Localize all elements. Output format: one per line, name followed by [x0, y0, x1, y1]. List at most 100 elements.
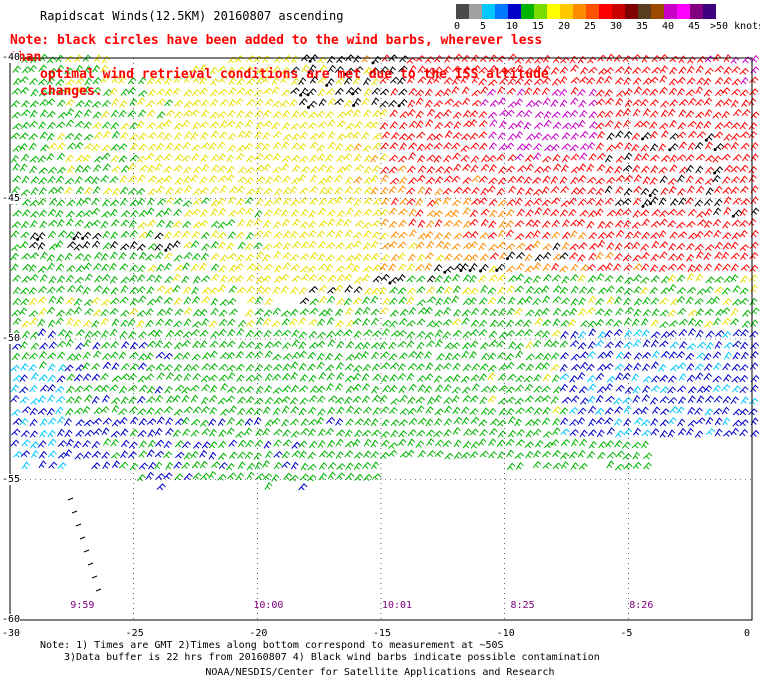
wind-barb	[372, 55, 382, 64]
wind-barb	[525, 219, 535, 227]
wind-barb	[344, 99, 353, 108]
wind-barb	[20, 429, 30, 438]
wind-barb	[317, 76, 327, 84]
wind-barb	[415, 241, 425, 249]
wind-barb	[291, 133, 301, 141]
wind-barb	[561, 275, 570, 284]
wind-barb	[217, 241, 226, 250]
wind-barb	[397, 330, 407, 337]
wind-barb	[397, 363, 406, 371]
wind-barb	[345, 340, 355, 349]
wind-barb	[542, 175, 551, 183]
wind-barb	[290, 66, 300, 74]
wind-barb	[11, 244, 21, 252]
wind-barb	[389, 385, 398, 393]
wind-barb	[237, 176, 247, 184]
wind-barb	[199, 76, 208, 85]
wind-barb	[156, 285, 166, 293]
wind-barb	[273, 174, 282, 183]
wind-barb	[624, 174, 633, 182]
wind-barb	[201, 296, 211, 304]
wind-barb	[254, 230, 264, 238]
wind-barb	[291, 450, 301, 458]
wind-barb	[667, 396, 678, 404]
legend-tick-label: 30	[610, 21, 623, 32]
wind-barb	[614, 165, 623, 174]
wind-barb	[253, 373, 263, 382]
wind-barb	[659, 241, 669, 249]
wind-barb	[739, 219, 749, 227]
wind-barb	[479, 363, 489, 371]
wind-barb	[237, 396, 246, 404]
wind-barb	[83, 253, 92, 262]
wind-barb	[163, 119, 173, 127]
wind-barb	[371, 394, 381, 403]
wind-barb	[281, 329, 292, 337]
wind-barb	[415, 351, 424, 360]
wind-barb	[101, 273, 111, 282]
wind-barb	[595, 297, 605, 306]
wind-barb	[604, 221, 614, 229]
wind-barb	[55, 317, 64, 325]
wind-barb	[262, 163, 272, 172]
wind-barb	[739, 297, 749, 305]
wind-barb	[418, 307, 428, 315]
wind-barb	[714, 122, 724, 130]
wind-barb	[624, 386, 634, 394]
wind-barb	[191, 153, 200, 161]
wind-barb	[129, 122, 139, 130]
wind-barb	[155, 177, 166, 185]
x-tick-label: -20	[249, 628, 268, 639]
wind-barb	[641, 165, 650, 173]
wind-barb	[390, 87, 399, 96]
wind-barb	[291, 154, 301, 162]
wind-barb	[345, 207, 354, 216]
wind-barb	[442, 241, 452, 250]
wind-barb	[217, 473, 227, 481]
wind-barb	[543, 119, 552, 128]
wind-barb	[551, 78, 561, 86]
wind-barb	[615, 372, 624, 381]
wind-barb	[497, 132, 506, 140]
wind-barb	[263, 87, 273, 95]
wind-barb	[433, 394, 442, 403]
wind-barb	[533, 122, 544, 130]
wind-barb	[685, 154, 695, 162]
wind-barb	[154, 394, 164, 403]
wind-barb	[551, 197, 561, 205]
wind-barb	[370, 253, 380, 261]
wind-barb	[371, 97, 380, 106]
wind-barb	[640, 144, 650, 152]
wind-barb	[334, 187, 343, 195]
wind-barb	[389, 121, 399, 129]
wind-barb	[391, 330, 401, 337]
wind-barb	[687, 328, 697, 336]
wind-barb	[12, 162, 21, 171]
wind-barb	[478, 319, 488, 328]
wind-barb	[75, 186, 84, 195]
contamination-dot	[704, 138, 708, 142]
wind-barb	[75, 77, 85, 85]
wind-barb	[145, 152, 155, 161]
wind-barb	[454, 263, 464, 271]
wind-barb	[254, 109, 263, 118]
wind-barb	[299, 450, 307, 459]
wind-barb	[525, 163, 534, 172]
wind-barb	[154, 427, 163, 436]
wind-barb	[19, 163, 28, 172]
wind-barb	[676, 286, 686, 294]
wind-barb	[191, 321, 202, 328]
wind-barb	[327, 218, 336, 227]
wind-barb	[308, 394, 318, 403]
y-tick-label: -45	[2, 192, 21, 204]
wind-barb	[372, 198, 382, 206]
wind-barb	[146, 449, 155, 458]
wind-barb	[570, 166, 581, 174]
wind-barb	[236, 78, 245, 86]
wind-barb	[551, 329, 561, 337]
wind-barb	[128, 441, 138, 449]
wind-barb	[452, 285, 461, 294]
wind-barb	[317, 207, 327, 216]
wind-barb	[568, 318, 577, 327]
wind-barb	[156, 219, 166, 228]
